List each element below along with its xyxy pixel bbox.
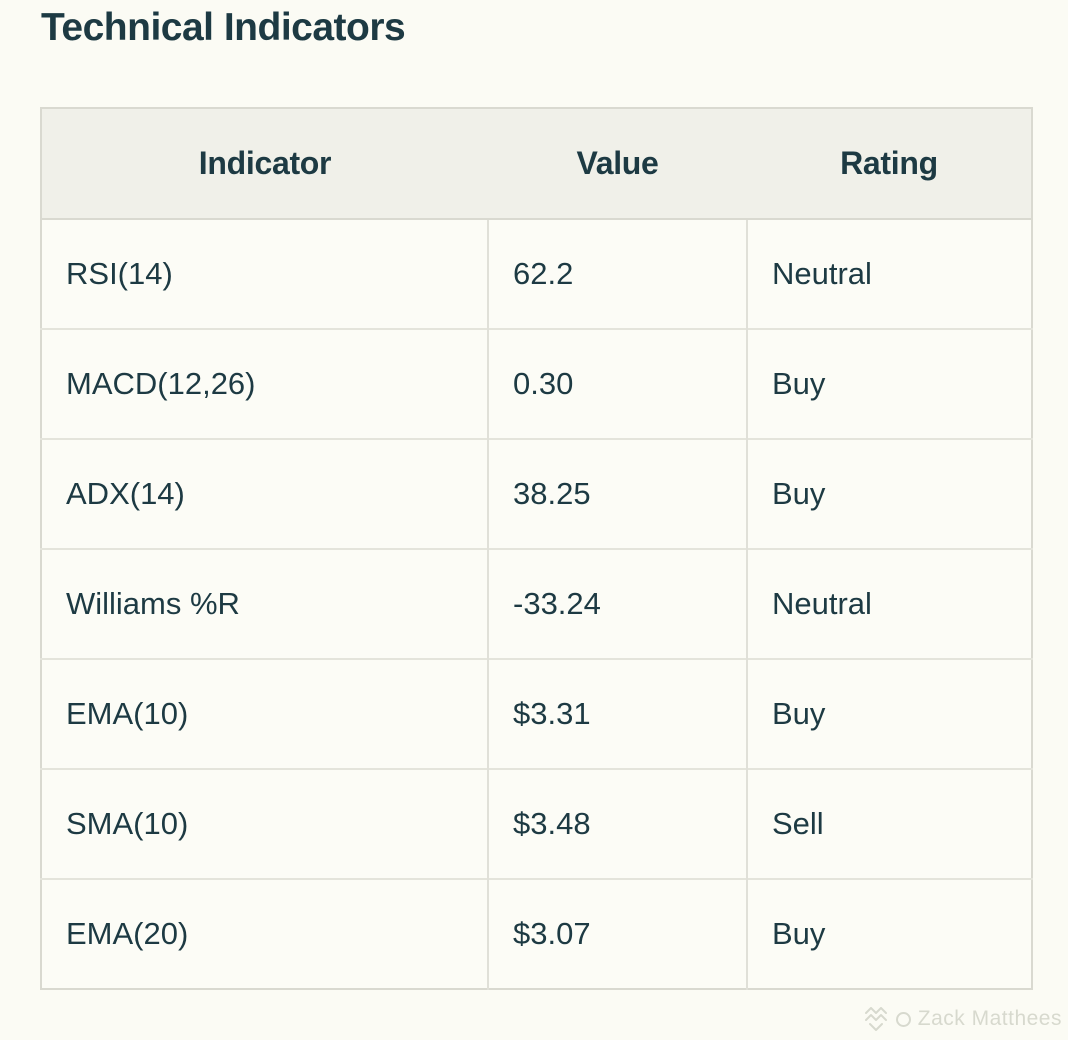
rating-cell: Buy [746,438,1032,549]
value-cell: 38.25 [487,438,747,549]
rating-cell: Buy [746,328,1032,439]
page-title: Technical Indicators [41,6,406,49]
header-row: Indicator Value Rating [41,108,1032,220]
chevron-diamond-icon [863,1004,889,1034]
table-row: ADX(14) 38.25 Buy [41,438,1032,549]
indicator-cell: Williams %R [41,548,488,659]
column-header-indicator: Indicator [41,108,488,220]
watermark-name: Zack Matthees [917,1007,1062,1030]
indicators-table-body: RSI(14) 62.2 Neutral MACD(12,26) 0.30 Bu… [41,219,1032,989]
table-row: EMA(10) $3.31 Buy [41,658,1032,769]
table-row: RSI(14) 62.2 Neutral [41,219,1032,329]
circle-icon [895,1011,911,1027]
indicator-cell: RSI(14) [41,219,488,329]
rating-cell: Neutral [746,548,1032,659]
indicator-cell: ADX(14) [41,438,488,549]
value-cell: $3.07 [487,878,747,989]
rating-cell: Neutral [746,219,1032,329]
table-row: SMA(10) $3.48 Sell [41,768,1032,879]
indicator-cell: SMA(10) [41,768,488,879]
value-cell: 0.30 [487,328,747,439]
column-header-value: Value [488,108,747,220]
indicator-cell: EMA(20) [41,878,488,989]
value-cell: $3.48 [487,768,747,879]
table-row: EMA(20) $3.07 Buy [41,878,1032,989]
rating-cell: Buy [746,878,1032,989]
rating-cell: Buy [746,658,1032,769]
indicator-cell: MACD(12,26) [41,328,488,439]
value-cell: 62.2 [487,219,747,329]
column-header-rating: Rating [747,108,1032,220]
watermark: Zack Matthees [863,1004,1062,1034]
value-cell: $3.31 [487,658,747,769]
technical-indicators-table: Indicator Value Rating RSI(14) 62.2 Neut… [40,107,1033,990]
value-cell: -33.24 [487,548,747,659]
table-row: Williams %R -33.24 Neutral [41,548,1032,659]
table-row: MACD(12,26) 0.30 Buy [41,328,1032,439]
table-header: Indicator Value Rating [41,108,1032,220]
rating-cell: Sell [746,768,1032,879]
indicator-cell: EMA(10) [41,658,488,769]
